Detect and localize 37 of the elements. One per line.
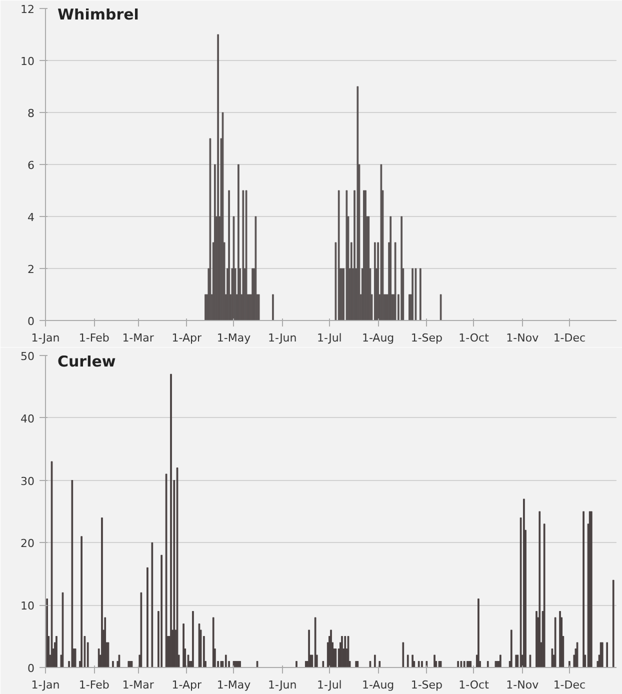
y-tick-label: 30 [20,474,35,488]
x-tick-label: 1-May [216,332,252,344]
y-tick-label: 40 [20,412,35,426]
x-tick-label: 1-Aug [362,678,394,692]
x-tick-label: 1-Aug [362,332,394,344]
y-tick-label: 2 [28,263,34,276]
y-tick-label: 6 [28,159,34,172]
y-tick-label: 10 [20,600,35,613]
x-tick-label: 1-Jul [317,332,342,344]
x-tick-label: 1-Jun [268,678,297,692]
x-tick-label: 1-Jun [268,332,297,344]
x-tick-label: 1-Feb [78,678,110,692]
x-tick-label: 1-Nov [506,332,540,344]
x-tick-label: 1-Apr [172,332,202,344]
x-tick-label: 1-Feb [78,332,110,344]
x-tick-label: 1-Dec [553,332,586,344]
y-tick-label: 20 [20,537,35,550]
y-tick-label: 0 [28,662,34,675]
y-tick-label: 50 [20,350,35,363]
y-tick-label: 0 [28,315,34,328]
x-tick-label: 1-Oct [458,678,490,692]
x-tick-label: 1-Mar [122,678,154,692]
y-tick-label: 8 [28,107,34,120]
y-tick-label: 4 [28,211,34,224]
x-tick-label: 1-Sep [410,678,443,692]
x-tick-label: 1-Apr [172,678,202,692]
x-tick-label: 1-Sep [410,332,443,344]
x-tick-label: 1-Jul [317,678,342,692]
x-tick-label: 1-May [216,678,252,692]
x-tick-label: 1-Nov [506,678,540,692]
x-tick-label: 1-Jan [31,678,60,692]
y-tick-label: 12 [20,3,35,16]
y-tick-label: 10 [20,55,35,68]
x-tick-label: 1-Oct [458,332,490,344]
x-tick-label: 1-Jan [31,332,60,344]
x-tick-label: 1-Mar [122,332,154,344]
x-tick-label: 1-Dec [553,678,586,692]
